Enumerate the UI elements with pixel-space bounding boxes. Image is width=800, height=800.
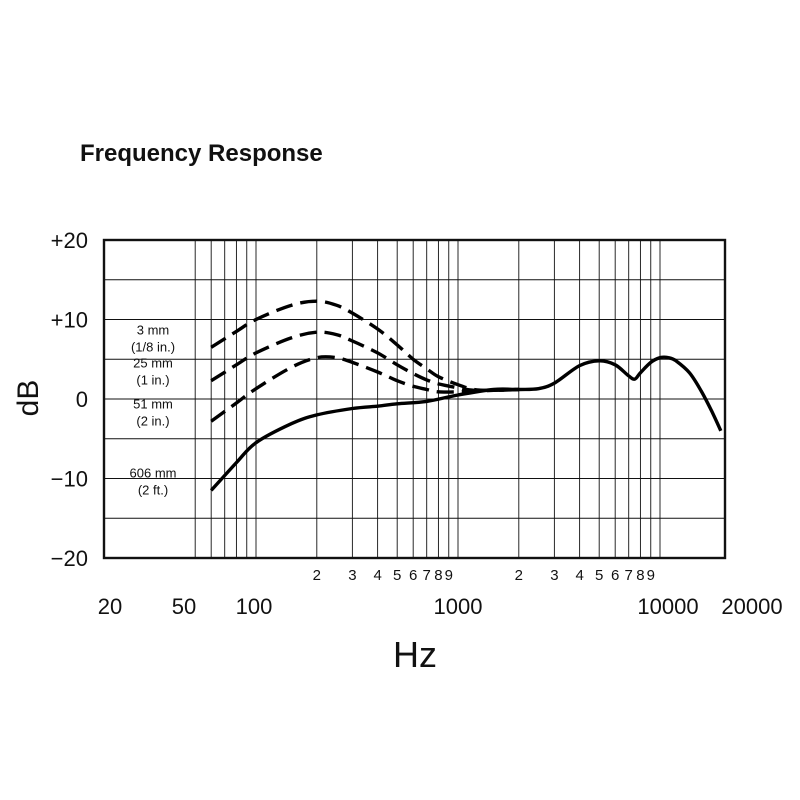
x-minor-tick-label: 8 — [434, 567, 442, 584]
response-curve-2 — [210, 330, 519, 393]
response-curves — [209, 299, 723, 492]
curve-label: 51 mm — [133, 396, 173, 411]
curve-labels: 3 mm (1/8 in.) 25 mm (1 in.) 51 mm (2 in.) 606… — [130, 322, 177, 497]
curve-label: (1/8 in.) — [131, 339, 175, 354]
y-tick-label: 0 — [76, 387, 88, 412]
x-minor-tick-label: 6 — [409, 567, 417, 584]
curve-label: (1 in.) — [136, 373, 169, 388]
grid-lines — [104, 240, 725, 558]
x-minor-tick-label: 2 — [313, 567, 321, 584]
x-minor-tick-label: 6 — [611, 567, 619, 584]
plot-frame — [102, 238, 727, 560]
y-axis-label: dB — [12, 380, 45, 417]
x-minor-tick-label: 3 — [550, 567, 558, 584]
x-major-tick-label: 20000 — [721, 594, 782, 619]
x-major-tick-label: 20 — [98, 594, 122, 619]
x-major-tick-label: 50 — [172, 594, 196, 619]
x-minor-tick-label: 8 — [636, 567, 644, 584]
x-major-tick-label: 100 — [236, 594, 273, 619]
curve-label: (2 ft.) — [138, 482, 168, 497]
y-tick-label: +20 — [51, 228, 88, 253]
response-curve-3 — [210, 355, 519, 423]
x-minor-tick-label: 5 — [393, 567, 401, 584]
y-tick-label: +10 — [51, 308, 88, 333]
x-major-tick-label: 1000 — [434, 594, 483, 619]
curve-label: 3 mm — [137, 322, 170, 337]
response-curve-4 — [209, 355, 723, 492]
x-minor-tick-label: 3 — [348, 567, 356, 584]
tick-labels: +20+100−10−202 3 4 5 6 7 8 9 2 3 4 5 6 7 8 920 50 100 1000… — [51, 228, 783, 619]
curve-label: (2 in.) — [136, 413, 169, 428]
curve-label: 25 mm — [133, 356, 173, 371]
curve-label: 606 mm — [130, 465, 177, 480]
x-minor-tick-label: 4 — [373, 567, 381, 584]
x-minor-tick-label: 9 — [647, 567, 655, 584]
x-axis-label: Hz — [393, 634, 437, 675]
x-major-tick-label: 10000 — [637, 594, 698, 619]
x-minor-tick-label: 9 — [445, 567, 453, 584]
chart-title: Frequency Response — [80, 140, 323, 167]
x-minor-tick-label: 7 — [625, 567, 633, 584]
y-tick-label: −10 — [51, 467, 88, 492]
x-minor-tick-label: 2 — [515, 567, 523, 584]
x-minor-tick-label: 5 — [595, 567, 603, 584]
y-tick-label: −20 — [51, 546, 88, 571]
x-minor-tick-label: 4 — [575, 567, 583, 584]
x-minor-tick-label: 7 — [423, 567, 431, 584]
response-curve-1 — [210, 299, 519, 393]
